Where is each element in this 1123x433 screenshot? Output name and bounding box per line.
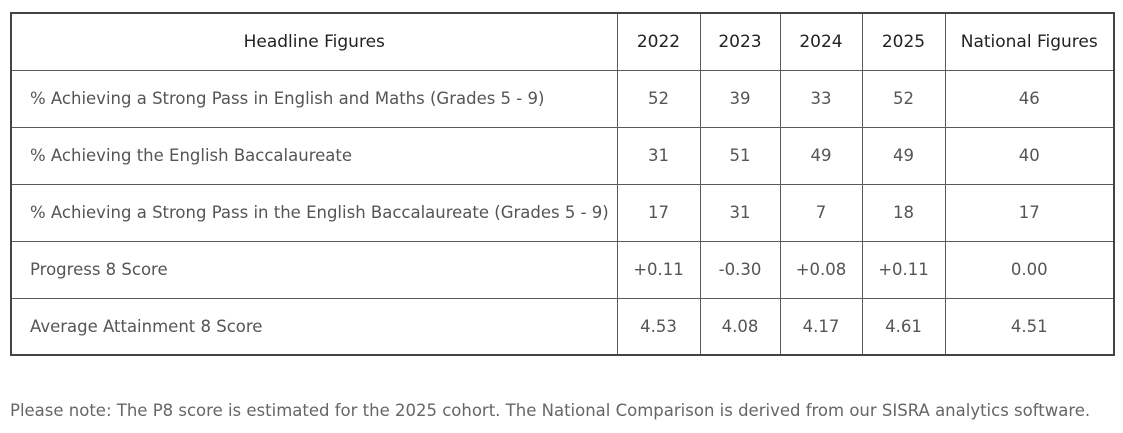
table-cell: 4.51 — [944, 297, 1115, 356]
header-headline-figures: Headline Figures — [10, 12, 618, 71]
header-year-2025: 2025 — [861, 12, 946, 71]
footnote: Please note: The P8 score is estimated f… — [10, 401, 1091, 420]
headline-figures-table-container: Headline Figures 2022 2023 2024 2025 Nat… — [10, 12, 1115, 356]
table-cell: 49 — [861, 126, 946, 185]
header-year-2023: 2023 — [699, 12, 781, 71]
table-cell: 40 — [944, 126, 1115, 185]
row-label: % Achieving the English Baccalaureate — [10, 126, 618, 185]
row-label: Progress 8 Score — [10, 240, 618, 299]
table-cell: 33 — [779, 69, 863, 128]
table-cell: +0.11 — [616, 240, 701, 299]
table-row: % Achieving a Strong Pass in the English… — [10, 183, 1115, 242]
table-cell: 52 — [616, 69, 701, 128]
row-label: % Achieving a Strong Pass in English and… — [10, 69, 618, 128]
table-cell: 4.53 — [616, 297, 701, 356]
table-cell: 31 — [616, 126, 701, 185]
table-cell: 4.08 — [699, 297, 781, 356]
table-cell: -0.30 — [699, 240, 781, 299]
table-cell: 7 — [779, 183, 863, 242]
table-cell: 39 — [699, 69, 781, 128]
row-label: % Achieving a Strong Pass in the English… — [10, 183, 618, 242]
table-cell: 17 — [616, 183, 701, 242]
table-row: % Achieving the English Baccalaureate 31… — [10, 126, 1115, 185]
table-cell: 46 — [944, 69, 1115, 128]
table-cell: 17 — [944, 183, 1115, 242]
table-cell: 0.00 — [944, 240, 1115, 299]
table-cell: 51 — [699, 126, 781, 185]
table-cell: 52 — [861, 69, 946, 128]
table-cell: +0.11 — [861, 240, 946, 299]
table-cell: 31 — [699, 183, 781, 242]
table-cell: 49 — [779, 126, 863, 185]
table-header-row: Headline Figures 2022 2023 2024 2025 Nat… — [10, 12, 1115, 71]
table-row: Progress 8 Score +0.11 -0.30 +0.08 +0.11… — [10, 240, 1115, 299]
table-cell: 4.17 — [779, 297, 863, 356]
table-row: % Achieving a Strong Pass in English and… — [10, 69, 1115, 128]
table-cell: 18 — [861, 183, 946, 242]
headline-figures-table: Headline Figures 2022 2023 2024 2025 Nat… — [10, 12, 1115, 356]
table-cell: 4.61 — [861, 297, 946, 356]
header-national-figures: National Figures — [944, 12, 1115, 71]
table-cell: +0.08 — [779, 240, 863, 299]
table-row: Average Attainment 8 Score 4.53 4.08 4.1… — [10, 297, 1115, 356]
row-label: Average Attainment 8 Score — [10, 297, 618, 356]
header-year-2024: 2024 — [779, 12, 863, 71]
header-year-2022: 2022 — [616, 12, 701, 71]
